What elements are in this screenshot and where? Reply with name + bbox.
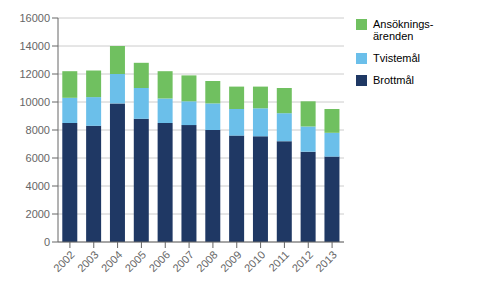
svg-text:2006: 2006 <box>146 248 172 274</box>
svg-text:2007: 2007 <box>170 248 196 274</box>
svg-text:2009: 2009 <box>218 248 244 274</box>
html-text:Tvistemål: Tvistemål <box>373 52 421 64</box>
svg-text:2003: 2003 <box>75 248 101 274</box>
svg-text:2005: 2005 <box>123 248 149 274</box>
svg-text:16000: 16000 <box>19 12 50 24</box>
svg-text:14000: 14000 <box>19 40 50 52</box>
svg-text:2004: 2004 <box>99 248 125 274</box>
html-text:ärenden: ärenden <box>373 30 414 42</box>
svg-text:8000: 8000 <box>26 124 50 136</box>
svg-text:2013: 2013 <box>313 248 339 274</box>
svg-text:2000: 2000 <box>26 208 50 220</box>
html-text:Brottmål: Brottmål <box>373 74 414 86</box>
html-text:Ansöknings-: Ansöknings- <box>373 18 434 30</box>
svg-text:4000: 4000 <box>26 180 50 192</box>
svg-text:12000: 12000 <box>19 68 50 80</box>
svg-text:2008: 2008 <box>194 248 220 274</box>
svg-text:10000: 10000 <box>19 96 50 108</box>
svg-text:2010: 2010 <box>242 248 268 274</box>
svg-text:2011: 2011 <box>266 248 291 273</box>
svg-text:0: 0 <box>44 236 50 248</box>
svg-text:6000: 6000 <box>26 152 50 164</box>
svg-text:2002: 2002 <box>51 248 77 274</box>
svg-text:2012: 2012 <box>289 248 315 274</box>
